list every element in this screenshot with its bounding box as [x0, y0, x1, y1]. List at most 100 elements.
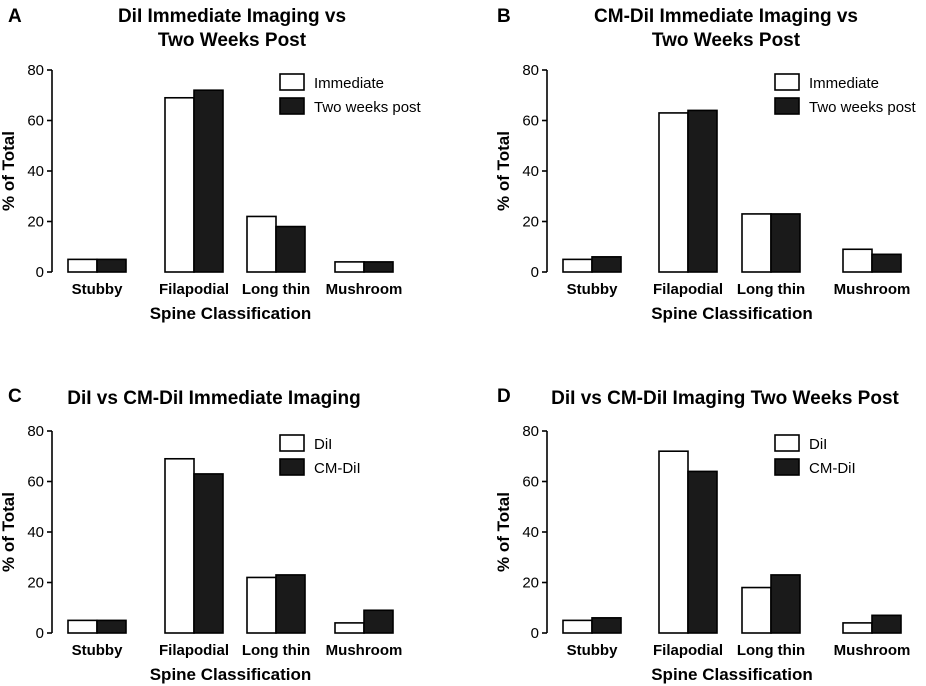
legend-label: DiI [314, 436, 332, 453]
x-category-label: Filapodial [159, 642, 229, 659]
bar-cm-dii-stubby [591, 617, 622, 634]
bar-dii-stubby [67, 619, 98, 634]
panel-a: A DiI Immediate Imaging vs Two Weeks Post 0… [0, 6, 422, 323]
legend-swatch [774, 97, 800, 115]
bar-cm-dii-mushroom [871, 614, 902, 634]
bar-immediate-mushroom [334, 261, 365, 273]
chart-title: DiI vs CM-DiI Immediate Imaging [67, 388, 361, 409]
legend-label: Immediate [809, 75, 879, 92]
bar-dii-long-thin [246, 576, 277, 634]
x-category-label: Filapodial [159, 281, 229, 298]
legend-swatch [279, 434, 305, 452]
panel-letter: A [8, 6, 22, 27]
bar-immediate-filapodial [164, 96, 195, 273]
bar-dii-filapodial [164, 457, 195, 634]
y-tick-label: 60 [522, 474, 539, 491]
y-tick-label: 60 [522, 113, 539, 130]
bar-two-weeks-post-stubby [96, 258, 127, 273]
y-tick-label: 0 [36, 625, 44, 642]
y-tick-label: 80 [27, 423, 44, 440]
bar-two-weeks-post-filapodial [687, 109, 718, 273]
legend-label: Immediate [314, 75, 384, 92]
x-category-label: Mushroom [326, 281, 403, 298]
bar-cm-dii-mushroom [363, 609, 394, 634]
y-tick-label: 80 [522, 423, 539, 440]
bar-cm-dii-filapodial [687, 470, 718, 634]
chart-title: DiI Immediate Imaging vs [118, 6, 346, 27]
x-category-label: Mushroom [834, 642, 911, 659]
legend-label: CM-DiI [809, 460, 856, 477]
legend-label: DiI [809, 436, 827, 453]
bar-dii-long-thin [741, 586, 772, 634]
bar-two-weeks-post-mushroom [363, 261, 394, 273]
legend-label: Two weeks post [314, 99, 422, 116]
bar-immediate-long-thin [741, 213, 772, 273]
y-axis-label: % of Total [0, 492, 18, 572]
bar-immediate-filapodial [658, 112, 689, 273]
bar-cm-dii-filapodial [193, 473, 224, 634]
bar-immediate-stubby [67, 258, 98, 273]
bar-dii-stubby [562, 619, 593, 634]
y-tick-label: 80 [522, 62, 539, 79]
panel-c: C DiI vs CM-DiI Immediate Imaging 0 20 40 60 8… [0, 386, 402, 684]
legend-swatch [774, 458, 800, 476]
panel-d: D DiI vs CM-DiI Imaging Two Weeks Post 0 20… [494, 386, 910, 684]
x-category-label: Long thin [737, 281, 805, 298]
bar-two-weeks-post-filapodial [193, 89, 224, 273]
y-axis-label: % of Total [0, 131, 18, 211]
chart-title: CM-DiI Immediate Imaging vs [594, 6, 858, 27]
bar-immediate-long-thin [246, 215, 277, 273]
y-tick-label: 60 [27, 113, 44, 130]
bar-immediate-stubby [562, 258, 593, 273]
y-tick-label: 20 [27, 214, 44, 231]
legend-swatch [279, 97, 305, 115]
y-tick-label: 20 [27, 575, 44, 592]
bar-dii-mushroom [842, 622, 873, 634]
x-category-label: Stubby [567, 642, 618, 659]
legend-label: CM-DiI [314, 460, 361, 477]
legend-swatch [774, 73, 800, 91]
bar-immediate-mushroom [842, 248, 873, 273]
x-category-label: Long thin [242, 281, 310, 298]
bar-cm-dii-stubby [96, 619, 127, 634]
x-category-label: Long thin [242, 642, 310, 659]
x-category-label: Stubby [567, 281, 618, 298]
x-axis-label: Spine Classification [651, 304, 813, 323]
y-tick-label: 0 [36, 264, 44, 281]
bar-two-weeks-post-mushroom [871, 253, 902, 273]
legend-swatch [279, 458, 305, 476]
x-category-label: Long thin [737, 642, 805, 659]
x-category-label: Mushroom [834, 281, 911, 298]
x-axis-label: Spine Classification [150, 665, 312, 684]
bar-dii-filapodial [658, 450, 689, 634]
x-category-label: Mushroom [326, 642, 403, 659]
x-axis-label: Spine Classification [150, 304, 312, 323]
panel-letter: D [497, 386, 511, 407]
y-tick-label: 40 [27, 163, 44, 180]
chart-title: DiI vs CM-DiI Imaging Two Weeks Post [551, 388, 899, 409]
bar-two-weeks-post-long-thin [275, 225, 306, 273]
y-tick-label: 20 [522, 214, 539, 231]
chart-title: Two Weeks Post [158, 30, 307, 51]
bar-two-weeks-post-long-thin [770, 213, 801, 273]
y-axis-label: % of Total [494, 131, 513, 211]
x-category-label: Filapodial [653, 642, 723, 659]
y-tick-label: 0 [531, 625, 539, 642]
chart-title: Two Weeks Post [652, 30, 801, 51]
y-tick-label: 40 [522, 524, 539, 541]
y-tick-label: 40 [522, 163, 539, 180]
y-tick-label: 60 [27, 474, 44, 491]
x-axis-label: Spine Classification [651, 665, 813, 684]
y-tick-label: 0 [531, 264, 539, 281]
panel-b: B CM-DiI Immediate Imaging vs Two Weeks Po… [494, 6, 917, 323]
bar-two-weeks-post-stubby [591, 256, 622, 273]
bar-dii-mushroom [334, 622, 365, 634]
bar-cm-dii-long-thin [275, 574, 306, 634]
y-tick-label: 20 [522, 575, 539, 592]
legend-swatch [279, 73, 305, 91]
x-category-label: Filapodial [653, 281, 723, 298]
panel-letter: B [497, 6, 511, 27]
y-tick-label: 40 [27, 524, 44, 541]
legend-label: Two weeks post [809, 99, 917, 116]
